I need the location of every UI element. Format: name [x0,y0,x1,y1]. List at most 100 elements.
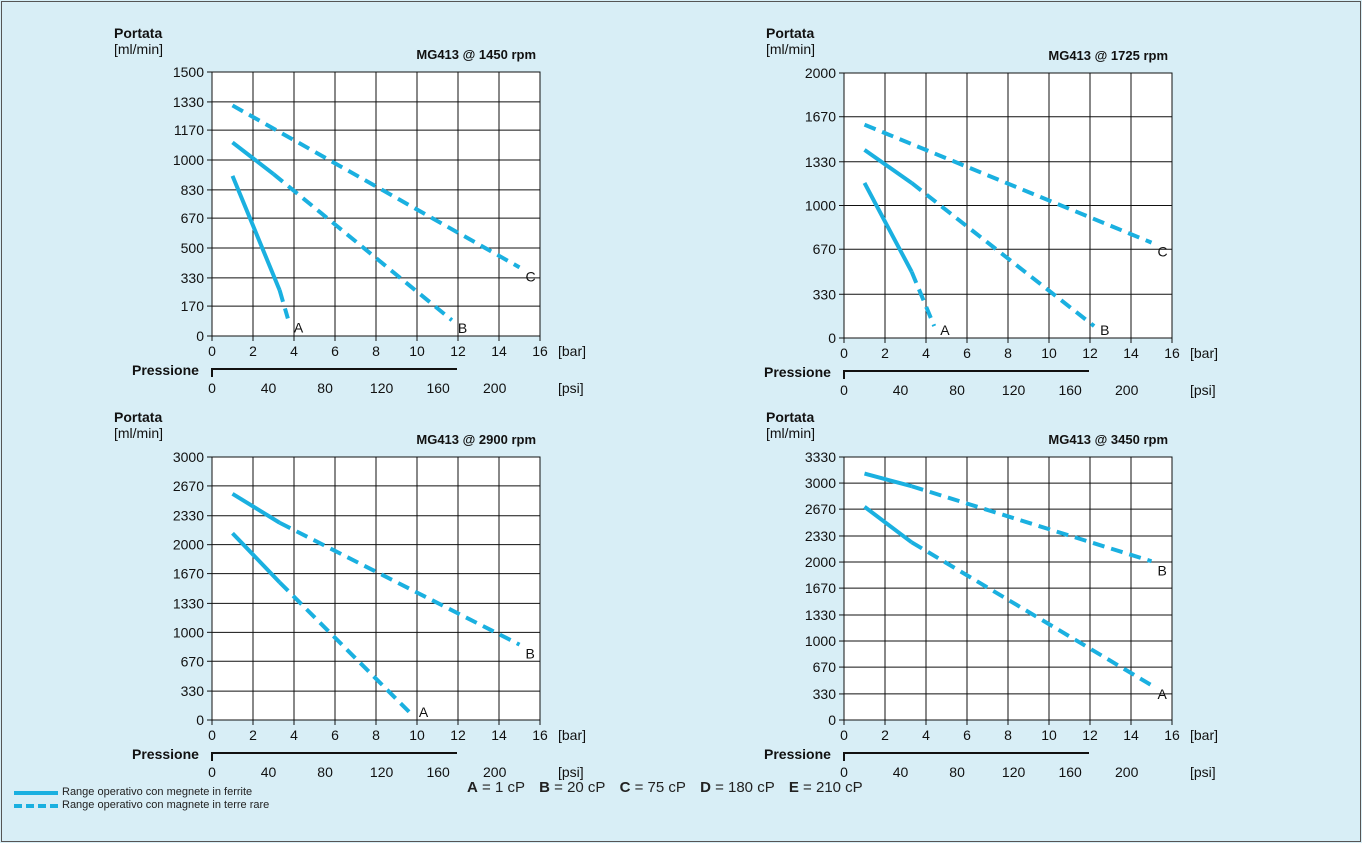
y-tick-label: 1330 [173,595,204,611]
dashed-line-swatch-icon [14,803,58,808]
y-tick-label: 3330 [805,449,836,465]
y-tick-label: 2330 [805,528,836,544]
x-tick-label: 4 [290,343,298,359]
psi-tick-label: 80 [949,382,965,398]
y-tick-label: 330 [813,286,837,302]
y-tick-label: 0 [828,712,836,728]
psi-tick-label: 0 [840,764,848,780]
x-tick-label: 0 [840,727,848,743]
series-end-label: A [940,322,950,338]
y-axis-unit: [ml/min] [114,425,163,441]
series-end-label: A [1158,686,1168,702]
y-tick-label: 0 [828,330,836,346]
series-end-label: C [526,268,536,284]
y-tick-label: 0 [196,328,204,344]
y-tick-label: 2000 [805,554,836,570]
x-tick-label: 16 [532,727,548,743]
psi-tick-label: 160 [1058,764,1082,780]
x-tick-label: 12 [1082,727,1098,743]
x-tick-label: 14 [1123,345,1139,361]
x-tick-label: 0 [208,343,216,359]
y-tick-label: 670 [181,210,205,226]
x-tick-label: 8 [372,343,380,359]
y-tick-label: 670 [181,653,205,669]
psi-tick-label: 120 [1002,764,1026,780]
x-tick-label: 16 [1164,727,1180,743]
psi-tick-label: 200 [483,764,507,780]
y-tick-label: 670 [813,659,837,675]
x-tick-label: 6 [963,345,971,361]
psi-unit-label: [psi] [1190,764,1216,780]
y-tick-label: 2670 [805,501,836,517]
psi-tick-label: 80 [317,380,333,396]
chart-title: MG413 @ 1450 rpm [416,47,536,62]
chart-3: 0 2 4 6 8 10 12 14 16033067010001330167020002330… [114,409,586,780]
series-line-rare-earth-c [863,122,1153,245]
x-unit-label: [bar] [1190,727,1218,743]
x-unit-label: [bar] [558,343,586,359]
y-axis-label: Portata [114,409,162,425]
pressure-label: Pressione [132,362,199,378]
x-tick-label: 2 [881,727,889,743]
series-end-label: B [458,320,467,336]
series-end-label: A [419,704,429,720]
legend-item-ferrite: Range operativo con megnete in ferrite [14,786,269,799]
y-axis-label: Portata [766,409,814,425]
series-end-label: C [1158,244,1168,260]
x-tick-label: 12 [1082,345,1098,361]
chart-title: MG413 @ 1725 rpm [1048,48,1168,63]
series-line-ferrite-a [230,175,282,292]
series-line-ferrite-b [231,140,275,176]
viscosity-item-e: E = 210 cP [788,779,863,796]
y-axis-label: Portata [766,25,814,41]
x-tick-label: 16 [532,343,548,359]
series-line-ferrite-a [863,505,913,544]
y-tick-label: 830 [181,182,205,198]
series-line-rare-earth-a [277,289,290,319]
x-tick-label: 4 [290,727,298,743]
y-tick-label: 1000 [805,633,836,649]
series-line-rare-earth-c [231,103,521,270]
y-tick-label: 1670 [173,566,204,582]
x-unit-label: [bar] [558,727,586,743]
y-tick-label: 1000 [805,198,836,214]
y-tick-label: 3000 [173,449,204,465]
psi-unit-label: [psi] [558,764,584,780]
x-tick-label: 10 [1041,727,1057,743]
y-tick-label: 1330 [805,154,836,170]
y-tick-label: 1500 [173,64,204,80]
x-tick-label: 2 [249,727,257,743]
series-line-ferrite-a [862,182,914,273]
psi-tick-label: 120 [1002,382,1026,398]
chart-2: 0 2 4 6 8 10 12 14 1603306701000133016702000[bar… [764,25,1218,398]
y-tick-label: 2000 [805,65,836,81]
y-axis-label: Portata [114,25,162,41]
x-tick-label: 12 [450,343,466,359]
psi-tick-label: 160 [1058,382,1082,398]
psi-tick-label: 40 [893,764,909,780]
psi-tick-label: 0 [208,764,216,780]
series-line-ferrite-a [231,531,282,584]
x-tick-label: 2 [881,345,889,361]
series-line-ferrite-b [863,471,913,489]
x-tick-label: 2 [249,343,257,359]
y-tick-label: 1170 [174,122,204,138]
y-tick-label: 2330 [173,508,204,524]
viscosity-key: A = 1 cP B = 20 cP C = 75 cP D = 180 cP … [467,779,873,796]
chart-title: MG413 @ 2900 rpm [416,432,536,447]
y-tick-label: 1000 [173,624,204,640]
x-tick-label: 10 [409,727,425,743]
x-tick-label: 4 [922,345,930,361]
y-tick-label: 1670 [805,109,836,125]
series-line-rare-earth-b [278,520,521,647]
psi-tick-label: 40 [261,764,277,780]
chart-title: MG413 @ 3450 rpm [1048,432,1168,447]
y-tick-label: 330 [181,683,205,699]
series-line-ferrite-b [231,492,281,525]
psi-tick-label: 160 [426,380,450,396]
psi-tick-label: 80 [949,764,965,780]
x-tick-label: 10 [1041,345,1057,361]
series-end-label: B [526,646,535,662]
x-unit-label: [bar] [1190,345,1218,361]
psi-tick-label: 40 [893,382,909,398]
